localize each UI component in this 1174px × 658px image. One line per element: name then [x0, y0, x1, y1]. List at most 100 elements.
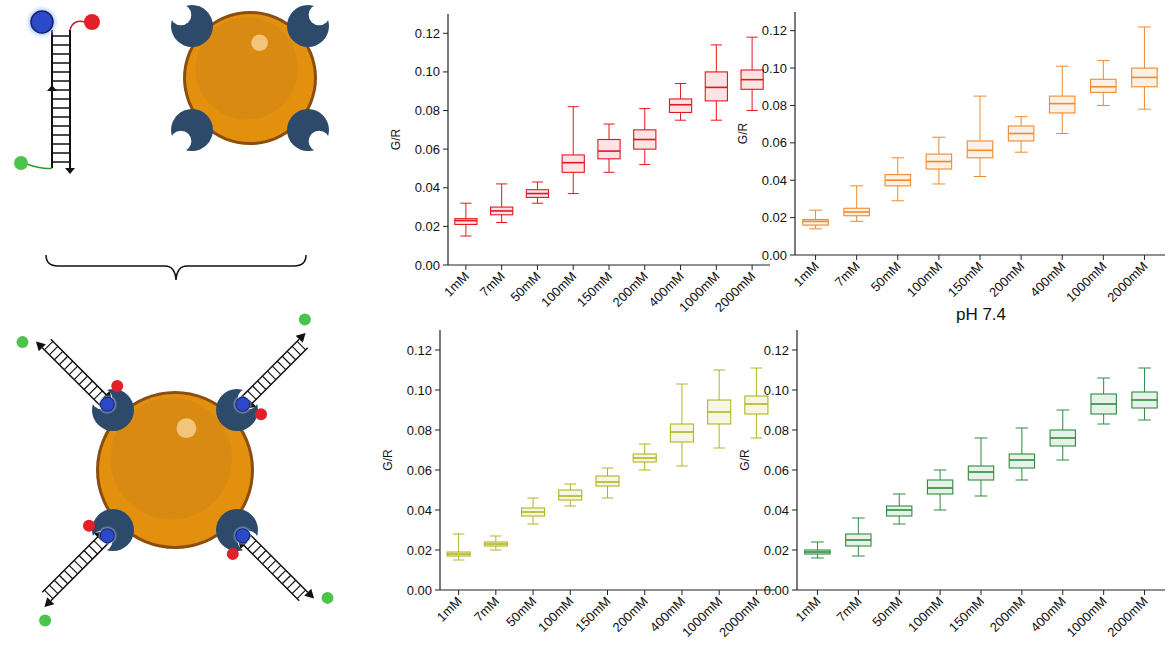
median [455, 220, 477, 222]
whisker-cap [490, 536, 502, 537]
whisker [533, 516, 534, 524]
whisker [501, 215, 502, 223]
y-tick [790, 68, 795, 69]
rung [267, 560, 275, 568]
whisker-cap [893, 494, 906, 495]
whisker [1144, 368, 1145, 392]
whisker [680, 112, 681, 120]
whisker-cap [809, 210, 822, 211]
whisker [940, 470, 941, 480]
whisker [570, 500, 571, 506]
panel: 0.000.020.040.060.080.100.12G/RpH 7.41mM… [738, 305, 1165, 640]
median [634, 139, 656, 141]
y-tick-label: 0.06 [762, 135, 787, 150]
whisker [899, 494, 900, 506]
y-axis-title: G/R [381, 449, 395, 471]
whisker-cap [975, 438, 988, 439]
whisker [716, 45, 717, 72]
whisker-cap [639, 108, 650, 109]
rung [52, 116, 70, 118]
quencher-halo [93, 522, 121, 550]
whisker-cap [974, 176, 987, 177]
whisker [570, 484, 571, 490]
receptor-bite [309, 131, 330, 152]
strand [238, 540, 299, 601]
x-tick-label: 200mM [987, 594, 1028, 635]
whisker-cap [675, 120, 686, 121]
whisker [644, 109, 645, 130]
median [805, 551, 830, 553]
green-dye [37, 612, 54, 629]
x-tick [981, 590, 982, 595]
y-tick [792, 430, 797, 431]
whisker-cap [603, 172, 614, 173]
whisker [607, 468, 608, 476]
box [887, 506, 912, 516]
x-tick-label: 50mM [503, 594, 539, 630]
whisker [573, 172, 574, 193]
x-tick-label: 2000mM [716, 594, 762, 640]
x-tick [1144, 255, 1145, 260]
box [1091, 394, 1116, 414]
strand [51, 339, 112, 400]
whisker-cap [675, 83, 686, 84]
x-tick-label: 7mM [833, 594, 864, 625]
x-tick-label: 50mM [868, 259, 904, 295]
y-tick-label: 0.02 [415, 219, 440, 234]
x-tick [644, 590, 645, 595]
x-tick-label: 150mM [945, 259, 986, 300]
whisker-cap [809, 228, 822, 229]
whisker-cap [850, 185, 863, 186]
blue-dye [97, 394, 117, 414]
y-tick [790, 255, 795, 256]
particle-highlight [251, 34, 268, 51]
rung [52, 161, 70, 163]
x-tick [1103, 590, 1104, 595]
rung [52, 134, 70, 136]
y-tick-label: 0.08 [762, 98, 787, 113]
median [1091, 403, 1116, 405]
median [887, 509, 912, 511]
x-tick-label: 400mM [1028, 594, 1069, 635]
x-tick-label: 150mM [572, 594, 613, 635]
assembly [11, 308, 339, 632]
whisker [940, 494, 941, 510]
whisker [1103, 92, 1104, 105]
rung [52, 35, 70, 37]
whisker [1062, 410, 1063, 430]
x-tick-label: 200mM [610, 269, 651, 310]
whisker [501, 184, 502, 207]
y-tick [443, 71, 448, 72]
whisker [681, 384, 682, 424]
whisker-cap [1138, 420, 1151, 421]
receptor-bite [170, 4, 191, 25]
whisker [899, 516, 900, 524]
x-tick-label: 7mM [471, 594, 502, 625]
whisker-cap [891, 200, 904, 201]
box [967, 141, 992, 158]
x-tick [681, 590, 682, 595]
box [926, 154, 951, 169]
x-tick [716, 265, 717, 270]
boxes [455, 37, 763, 236]
median [598, 150, 620, 152]
whisker [981, 480, 982, 496]
whisker-cap [713, 448, 725, 449]
whisker [609, 159, 610, 173]
y-tick [435, 390, 440, 391]
receptor-bite [309, 4, 330, 25]
median [1132, 77, 1157, 79]
median [670, 431, 693, 433]
whisker-cap [1097, 105, 1110, 106]
box [805, 550, 830, 554]
median [669, 104, 691, 106]
whisker [897, 186, 898, 201]
whisker-cap [453, 534, 465, 535]
whisker-cap [568, 193, 579, 194]
whisker-cap [527, 524, 539, 525]
bound-probe [11, 510, 130, 629]
box [562, 155, 584, 172]
y-tick-label: 0.02 [762, 210, 787, 225]
x-tick-label: 1000mM [679, 594, 725, 640]
rung [59, 356, 67, 364]
